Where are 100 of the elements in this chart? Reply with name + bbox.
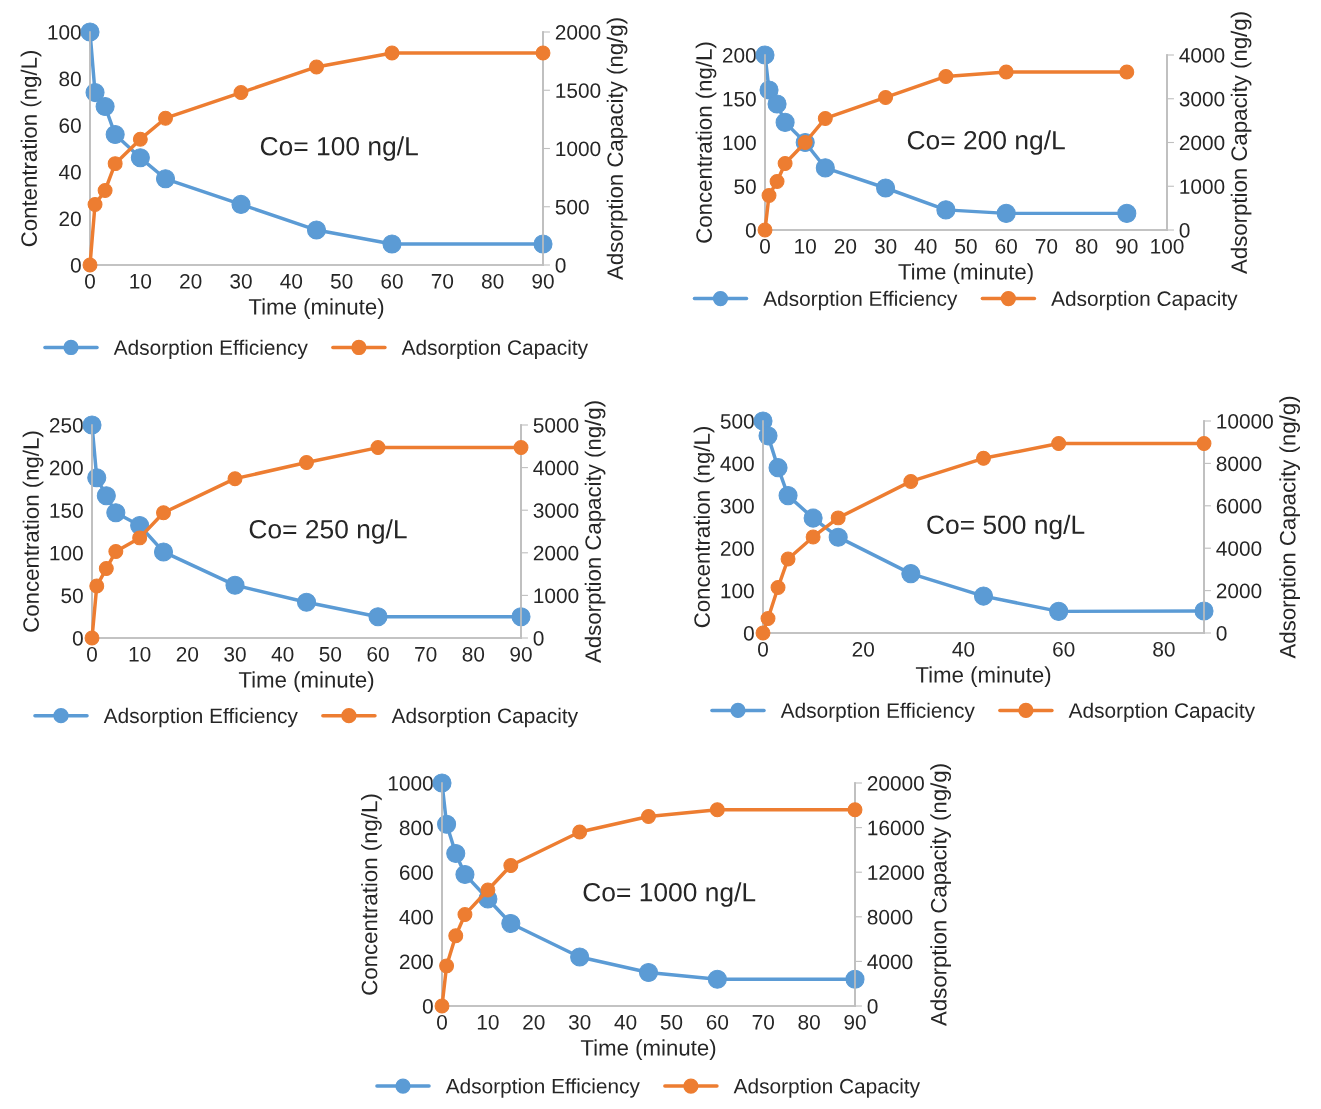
x-tick-label: 0 bbox=[85, 273, 95, 289]
y-tick-label: 1000 bbox=[388, 776, 433, 791]
y2-tick-label: 8000 bbox=[867, 909, 913, 925]
point bbox=[156, 505, 171, 521]
point bbox=[936, 200, 956, 220]
point bbox=[1196, 436, 1212, 451]
y2-tick-label: 16000 bbox=[868, 820, 924, 836]
x-tick-label: 70 bbox=[431, 273, 454, 289]
point bbox=[768, 458, 788, 478]
legend-label: Adsorption Capacity bbox=[1068, 702, 1256, 723]
x-tick-label: 40 bbox=[280, 273, 303, 289]
point bbox=[480, 882, 496, 898]
x-tick-label: 10 bbox=[477, 1014, 499, 1030]
x-tick-label: 30 bbox=[230, 273, 252, 289]
x-tick-label: 70 bbox=[415, 646, 437, 662]
x-tick-label: 70 bbox=[1035, 238, 1058, 254]
point bbox=[973, 586, 994, 606]
x-tick-label: 0 bbox=[87, 646, 97, 662]
x-tick-label: 40 bbox=[952, 641, 975, 657]
point bbox=[777, 156, 793, 171]
point bbox=[446, 843, 466, 864]
point bbox=[225, 575, 245, 595]
point bbox=[815, 158, 835, 178]
point bbox=[132, 530, 148, 546]
point bbox=[105, 124, 125, 145]
legend-label: Adsorption Capacity bbox=[1051, 290, 1238, 311]
y-tick-label: 250 bbox=[49, 418, 83, 433]
y2-tick-label: 2000 bbox=[555, 25, 601, 40]
x-tick-label: 10 bbox=[795, 238, 816, 254]
x-tick-label: 20 bbox=[180, 273, 202, 289]
point bbox=[89, 578, 105, 594]
point bbox=[535, 45, 551, 61]
y2-tick-label: 8000 bbox=[1216, 456, 1262, 472]
point bbox=[370, 440, 386, 456]
y-tick-label: 0 bbox=[72, 631, 83, 646]
y-tick-label: 800 bbox=[399, 820, 433, 836]
point bbox=[96, 486, 116, 506]
x-axis-title: Time (minute) bbox=[238, 671, 374, 693]
x-tick-label: 40 bbox=[271, 646, 294, 662]
point bbox=[108, 544, 124, 559]
x-tick-label: 40 bbox=[614, 1014, 637, 1030]
point bbox=[641, 808, 656, 824]
point bbox=[778, 486, 798, 506]
point bbox=[457, 907, 473, 923]
point bbox=[448, 928, 464, 944]
point bbox=[107, 156, 123, 172]
point bbox=[847, 802, 863, 818]
y2-tick-label: 0 bbox=[867, 999, 878, 1014]
y-tick-label: 50 bbox=[61, 588, 83, 604]
point bbox=[570, 947, 590, 967]
y-tick-label: 20 bbox=[59, 211, 81, 227]
y-axis-title: Concentration (ng/L) bbox=[695, 42, 717, 243]
y-tick-label: 200 bbox=[722, 48, 756, 63]
y-tick-label: 50 bbox=[734, 179, 756, 194]
point bbox=[709, 802, 725, 818]
point bbox=[87, 196, 103, 212]
point bbox=[901, 564, 921, 584]
y2-tick-label: 4000 bbox=[1216, 541, 1262, 556]
y2-tick-label: 6000 bbox=[1216, 498, 1262, 514]
point bbox=[805, 529, 821, 545]
point bbox=[775, 112, 795, 132]
y2-tick-label: 1500 bbox=[556, 83, 601, 98]
y2-tick-label: 0 bbox=[1216, 626, 1227, 641]
x-tick-label: 10 bbox=[129, 646, 151, 662]
point bbox=[231, 194, 251, 214]
y2-tick-label: 2000 bbox=[533, 545, 579, 561]
point bbox=[803, 508, 823, 528]
point bbox=[296, 592, 317, 612]
y2-axis-title: Adsorption Capacity (ng/g) bbox=[930, 764, 951, 1026]
point bbox=[878, 89, 894, 105]
y-tick-label: 100 bbox=[50, 545, 83, 561]
y2-axis-title: Adsorption Capacity (ng/g) bbox=[606, 18, 628, 280]
x-tick-label: 50 bbox=[319, 646, 342, 662]
y-tick-label: 100 bbox=[721, 583, 754, 599]
point bbox=[84, 630, 100, 646]
legend-label: Adsorption Capacity bbox=[733, 1078, 921, 1098]
x-tick-label: 40 bbox=[914, 238, 937, 254]
point bbox=[903, 473, 919, 489]
x-tick-label: 70 bbox=[752, 1014, 774, 1030]
y-tick-label: 100 bbox=[48, 25, 81, 40]
y-tick-label: 0 bbox=[743, 626, 754, 641]
y2-tick-label: 1000 bbox=[556, 141, 601, 157]
y2-tick-label: 3000 bbox=[1179, 91, 1225, 107]
annotation: Co= 1000 ng/L bbox=[583, 882, 756, 907]
y-tick-label: 150 bbox=[50, 503, 83, 518]
y-tick-label: 300 bbox=[720, 498, 754, 514]
point bbox=[382, 234, 402, 254]
y-tick-label: 0 bbox=[70, 258, 81, 273]
point bbox=[155, 169, 176, 189]
point bbox=[384, 45, 400, 61]
x-tick-label: 20 bbox=[176, 646, 199, 662]
point bbox=[309, 59, 324, 75]
point bbox=[828, 527, 848, 547]
y2-tick-label: 1000 bbox=[534, 588, 579, 604]
x-tick-label: 30 bbox=[224, 646, 246, 662]
y2-tick-label: 4000 bbox=[533, 460, 579, 476]
annotation: Co= 500 ng/L bbox=[927, 514, 1085, 540]
y2-tick-label: 2000 bbox=[1179, 135, 1225, 151]
y2-tick-label: 2000 bbox=[1216, 583, 1262, 599]
point bbox=[97, 182, 113, 198]
